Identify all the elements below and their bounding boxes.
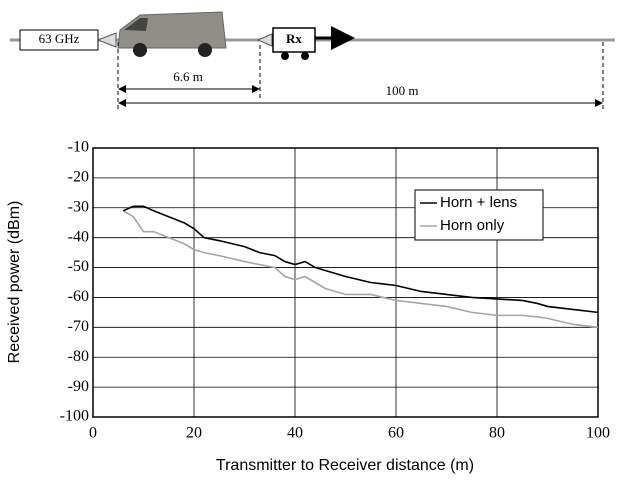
x-axis-label: Transmitter to Receiver distance (m) bbox=[216, 457, 474, 474]
y-axis-label: Received power (dBm) bbox=[6, 201, 23, 364]
y-tick-label: -90 bbox=[68, 378, 89, 395]
legend-label: Horn + lens bbox=[440, 194, 517, 211]
rx-label: Rx bbox=[286, 31, 302, 46]
y-tick-label: -10 bbox=[68, 139, 89, 156]
chart: -100-90-80-70-60-50-40-30-20-100 20 40 60 80… bbox=[60, 139, 610, 442]
x-tick-label: 20 bbox=[186, 425, 202, 442]
setup-diagram: 63 GHz Rx 6.6 m 100 m bbox=[10, 11, 615, 110]
line-series bbox=[122, 205, 599, 314]
line-series bbox=[122, 210, 599, 329]
rx-box bbox=[272, 27, 316, 53]
y-tick-label: -80 bbox=[68, 348, 89, 365]
x-tick-label: 40 bbox=[287, 425, 303, 442]
y-tick-label: -40 bbox=[68, 228, 89, 245]
x-tick-label: 0 bbox=[89, 425, 97, 442]
x-tick-label: 80 bbox=[489, 425, 505, 442]
y-tick-label: -50 bbox=[68, 258, 89, 275]
van bbox=[117, 11, 227, 57]
y-tick-label: -70 bbox=[68, 318, 89, 335]
legend-label: Horn only bbox=[440, 217, 505, 234]
near-distance: 6.6 m bbox=[173, 69, 203, 84]
y-tick-label: -100 bbox=[60, 408, 89, 425]
y-tick-label: -60 bbox=[68, 288, 89, 305]
x-tick-label: 100 bbox=[586, 425, 610, 442]
y-tick-label: -20 bbox=[68, 169, 89, 186]
rx-horn bbox=[256, 33, 273, 47]
legend-box bbox=[414, 189, 544, 241]
horn bbox=[96, 32, 117, 48]
legend: Horn + lens Horn only bbox=[414, 189, 544, 241]
transmitter-label: 63 GHz bbox=[39, 31, 80, 46]
x-tick-label: 60 bbox=[388, 425, 404, 442]
y-tick-label: -30 bbox=[68, 198, 89, 215]
far-distance: 100 m bbox=[386, 83, 419, 98]
plot-frame bbox=[92, 147, 599, 418]
